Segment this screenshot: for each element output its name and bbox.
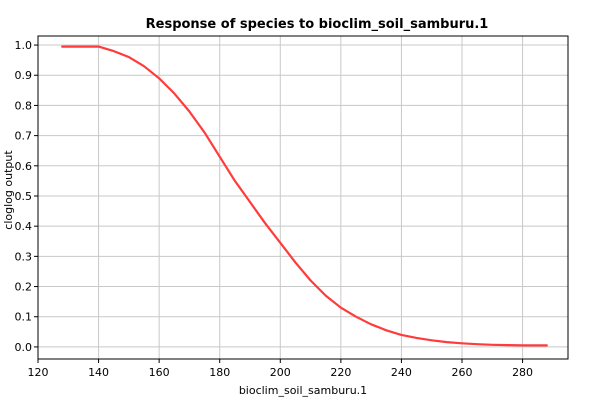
x-tick-label: 180 [209, 366, 230, 379]
x-tick-label: 140 [88, 366, 109, 379]
y-tick-label: 0.5 [15, 190, 33, 203]
x-tick-label: 240 [391, 366, 412, 379]
y-axis-label: cloglog output [2, 150, 15, 230]
y-tick-label: 0.4 [15, 220, 33, 233]
grid [37, 36, 568, 359]
y-tick-label: 0.6 [15, 160, 33, 173]
x-tick-label: 160 [149, 366, 170, 379]
y-axis-ticks: 0.0 0.1 0.2 0.3 0.4 0.5 0.6 0.7 0.8 0.9 1.0 [15, 39, 38, 354]
x-tick-label: 280 [512, 366, 533, 379]
y-tick-label: 0.7 [15, 130, 33, 143]
response-curve [61, 45, 548, 347]
x-tick-label: 120 [28, 366, 49, 379]
y-tick-label: 1.0 [15, 39, 33, 52]
x-axis-label: bioclim_soil_samburu.1 [239, 384, 367, 397]
plot-frame [37, 35, 569, 360]
x-axis-ticks: 120 140 160 180 200 220 240 260 280 [28, 359, 533, 379]
x-tick-label: 260 [452, 366, 473, 379]
x-tick-label: 200 [270, 366, 291, 379]
y-tick-label: 0.3 [15, 250, 33, 263]
chart-title: Response of species to bioclim_soil_samb… [146, 17, 489, 32]
x-tick-label: 220 [330, 366, 351, 379]
y-tick-label: 0.1 [15, 311, 33, 324]
y-tick-label: 0.0 [15, 341, 33, 354]
plot-area [61, 45, 548, 347]
y-tick-label: 0.9 [15, 69, 33, 82]
y-tick-label: 0.2 [15, 281, 33, 294]
y-tick-label: 0.8 [15, 99, 33, 112]
